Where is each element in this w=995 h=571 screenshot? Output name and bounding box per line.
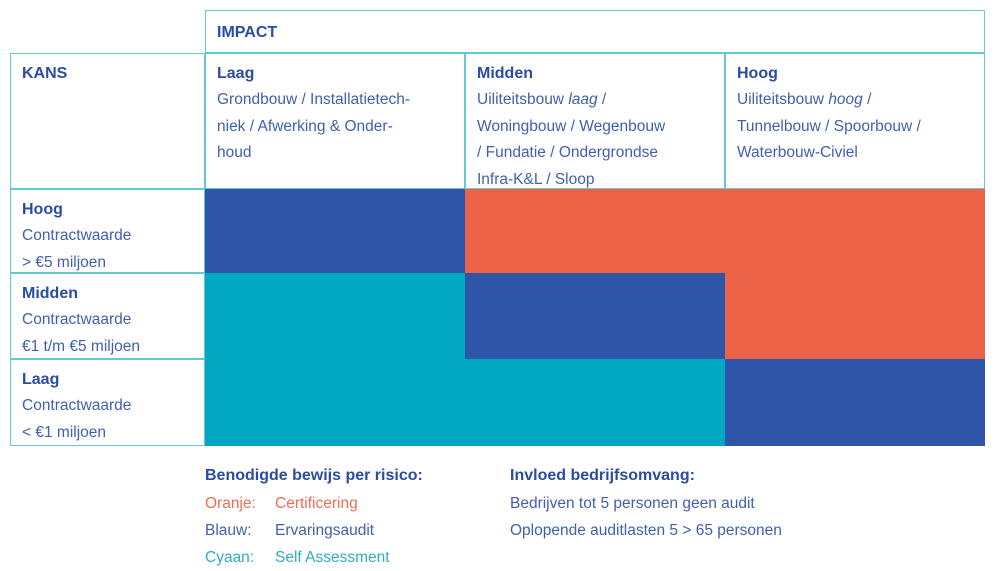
kans-axis-header-cell: KANS [10,53,205,189]
row-title-midden: Midden [22,285,78,302]
matrix-cell-kans-midden-impact-midden [465,273,725,359]
legend-item-blauw: Blauw: Ervaringsaudit [205,517,423,544]
impact-column-header-midden: Midden Uiliteitsbouw laag / Woningbouw /… [465,53,725,189]
legend-company-size-block: Invloed bedrijfsomvang: Bedrijven tot 5 … [510,462,782,544]
impact-column-header-laag: Laag Grondbouw / Installatietech- niek /… [205,53,465,189]
legend-evidence-block: Benodigde bewijs per risico: Oranje: Cer… [205,462,423,571]
row-title-hoog: Hoog [22,201,63,218]
column-desc-hoog: Uiliteitsbouw hoog / Tunnelbouw / Spoorb… [737,91,921,161]
matrix-cell-kans-hoog-impact-laag [205,189,465,273]
column-title-hoog: Hoog [737,65,778,82]
matrix-cell-kans-midden-impact-hoog [725,273,985,359]
kans-row-header-midden: Midden Contractwaarde €1 t/m €5 miljoen [10,273,205,359]
matrix-cell-kans-laag-impact-laag [205,359,465,446]
legend-item-oranje-value: Certificering [275,495,358,512]
impact-column-header-hoog: Hoog Uiliteitsbouw hoog / Tunnelbouw / S… [725,53,985,189]
matrix-cell-kans-hoog-impact-hoog [725,189,985,273]
column-title-laag: Laag [217,65,255,82]
matrix-cell-kans-hoog-impact-midden [465,189,725,273]
legend-company-size-heading: Invloed bedrijfsomvang: [510,467,695,484]
kans-row-header-hoog: Hoog Contractwaarde > €5 miljoen [10,189,205,273]
row-desc-midden: Contractwaarde €1 t/m €5 miljoen [22,311,141,355]
row-desc-laag: Contractwaarde < €1 miljoen [22,397,132,441]
legend-item-cyaan-label: Cyaan: [205,549,255,566]
legend-evidence-heading: Benodigde bewijs per risico: [205,467,423,484]
row-desc-hoog: Contractwaarde > €5 miljoen [22,227,132,271]
legend-item-oranje: Oranje: Certificering [205,490,423,517]
matrix-cell-kans-midden-impact-laag [205,273,465,359]
kans-axis-label: KANS [22,65,68,82]
matrix-cell-kans-laag-impact-hoog [725,359,985,446]
row-title-laag: Laag [22,371,60,388]
matrix-cell-kans-laag-impact-midden [465,359,725,446]
impact-axis-label: IMPACT [217,24,278,41]
column-desc-laag: Grondbouw / Installatietech- niek / Afwe… [217,91,410,161]
column-title-midden: Midden [477,65,533,82]
kans-row-header-laag: Laag Contractwaarde < €1 miljoen [10,359,205,446]
legend-item-oranje-label: Oranje: [205,495,256,512]
legend-item-cyaan: Cyaan: Self Assessment [205,544,423,571]
impact-axis-header-cell: IMPACT [205,10,985,53]
legend-item-blauw-label: Blauw: [205,522,252,539]
legend-item-cyaan-value: Self Assessment [275,549,390,566]
legend-company-size-lines: Bedrijven tot 5 personen geen audit Oplo… [510,495,782,539]
legend-item-blauw-value: Ervaringsaudit [275,522,375,539]
column-desc-midden: Uiliteitsbouw laag / Woningbouw / Wegenb… [477,91,666,188]
